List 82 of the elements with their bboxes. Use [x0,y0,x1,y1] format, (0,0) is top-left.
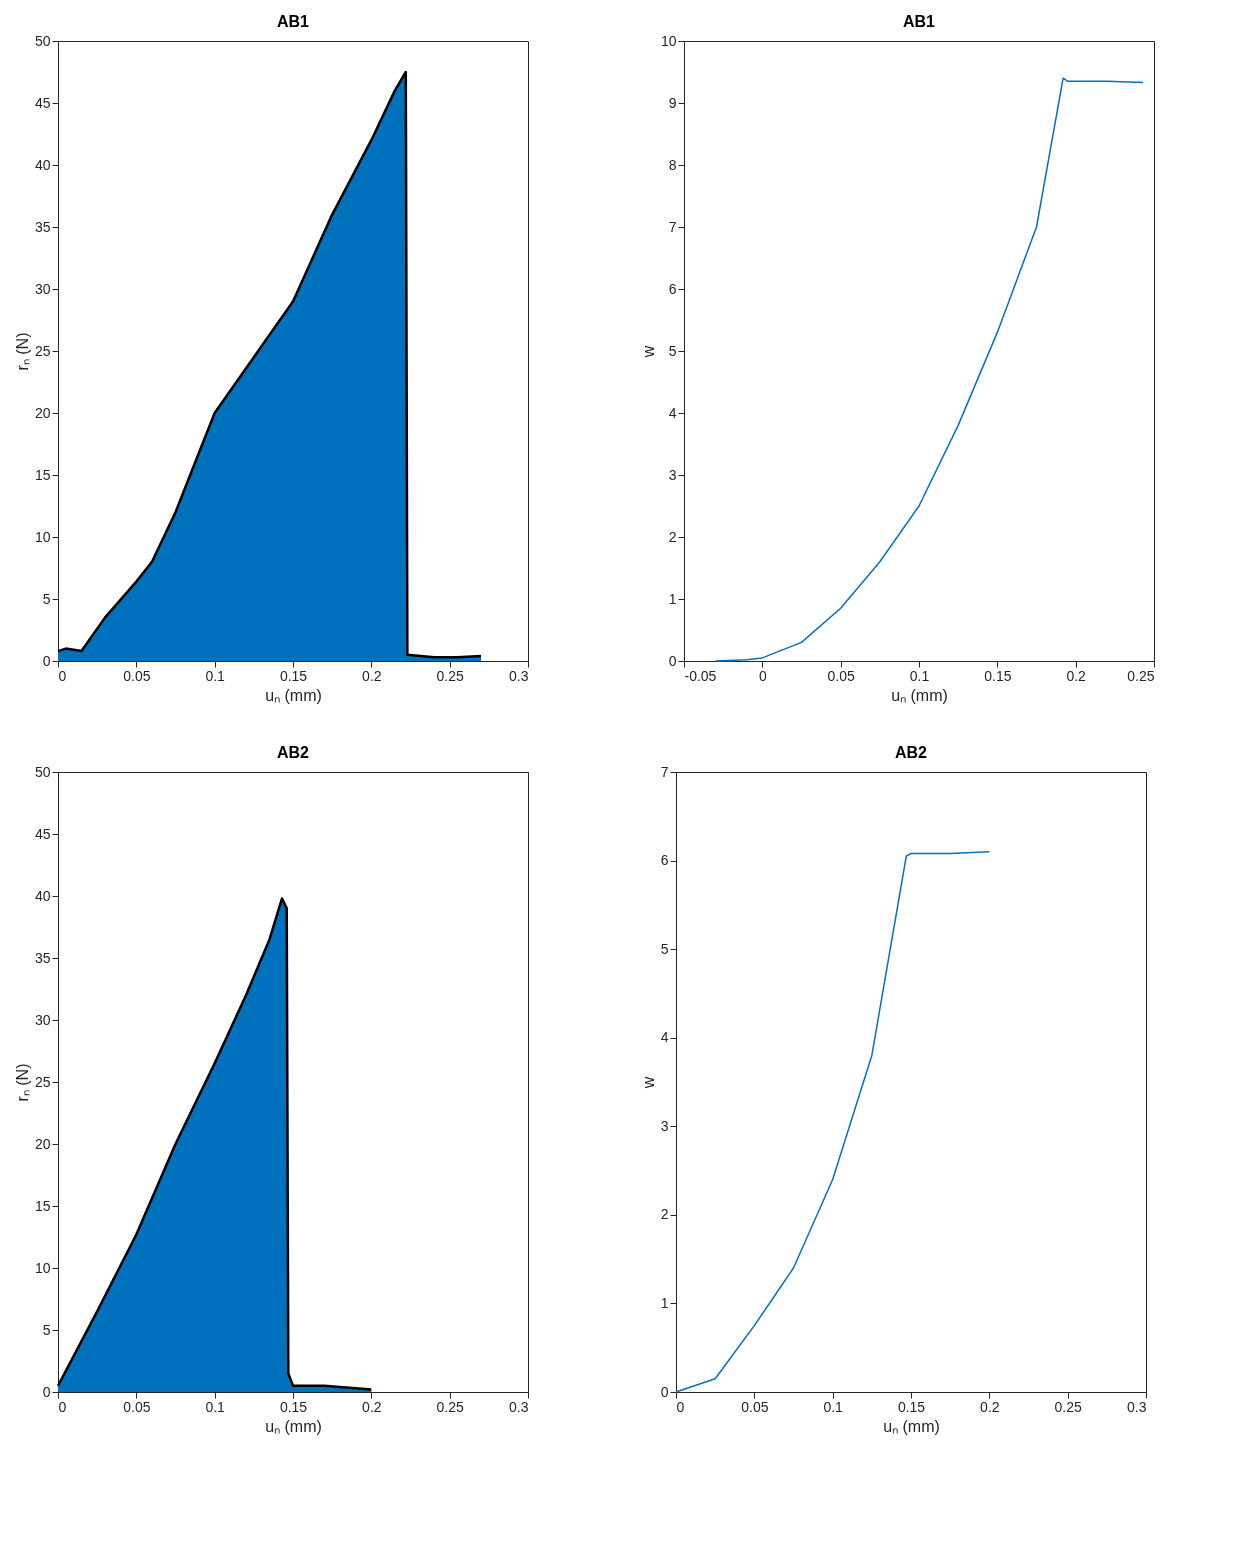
y-tick-label: 10 [34,528,51,545]
y-tick-label: 5 [660,940,669,957]
x-tick-label: 0.2 [362,1398,382,1415]
y-tick-label: 40 [34,156,51,173]
y-tick-label: 50 [34,763,51,780]
x-tick-label: 0.1 [205,667,226,684]
y-tick-label: 20 [34,1135,51,1152]
x-tick-label: 0.2 [362,667,382,684]
y-tick-label: 6 [668,280,677,297]
line-series [714,77,1144,662]
y-tick-label: 8 [668,156,677,173]
x-tick-label: 0.3 [509,667,529,684]
y-tick-label: 3 [668,466,677,483]
x-tick-label: 0.15 [279,1398,308,1415]
x-tick-label: 0.15 [897,1398,926,1415]
x-tick-label: 0.3 [1127,1398,1147,1415]
x-tick-label: 0.25 [1127,667,1155,684]
y-tick-label: 40 [34,887,51,904]
x-tick-label: 0.05 [123,667,151,684]
y-tick-label: 45 [34,825,51,842]
y-tick-label: 30 [34,1011,51,1028]
y-tick-label: 10 [660,32,677,49]
x-tick-label: 0.1 [823,1398,844,1415]
y-tick-label: 5 [668,342,677,359]
y-tick-label: 4 [668,404,677,421]
chart-title: AB2 [276,744,310,761]
y-tick-label: 0 [42,1383,51,1400]
y-tick-label: 0 [668,652,677,669]
y-tick-label: 15 [34,1197,51,1214]
y-tick-label: 4 [660,1029,669,1046]
y-tick-label: 35 [34,949,51,966]
x-tick-label: 0.05 [827,667,855,684]
y-tick-label: 9 [668,94,677,111]
y-tick-label: 6 [660,852,669,869]
y-tick-label: 35 [34,218,51,235]
x-tick-label: 0.25 [436,667,464,684]
y-tick-label: 3 [660,1117,669,1134]
x-tick-label: 0 [58,1398,67,1415]
x-tick-label: 0.15 [279,667,308,684]
y-axis-title: rₙ (N) [13,1063,31,1102]
x-axis-title: uₙ (mm) [883,1417,940,1435]
y-tick-label: 5 [42,590,51,607]
x-tick-label: 0 [758,667,767,684]
y-tick-label: 2 [668,528,677,545]
x-tick-label: 0.1 [909,667,930,684]
y-tick-label: 45 [34,94,51,111]
x-tick-label: 0.2 [980,1398,1000,1415]
y-tick-label: 30 [34,280,51,297]
line-series [675,850,991,1393]
y-tick-label: 50 [34,32,51,49]
x-axis-title: uₙ (mm) [265,686,322,704]
x-tick-label: 0.25 [1054,1398,1082,1415]
y-tick-label: 5 [42,1321,51,1338]
x-tick-label: 0.25 [436,1398,464,1415]
chart-title: AB1 [276,13,310,30]
y-tick-label: 25 [34,342,51,359]
y-tick-label: 2 [660,1206,669,1223]
y-axis-title: rₙ (N) [13,332,31,371]
x-tick-label: 0.05 [123,1398,151,1415]
x-tick-label: 0.15 [984,667,1012,684]
x-tick-label: 0.1 [205,1398,226,1415]
y-tick-label: 0 [660,1383,669,1400]
y-axis-title: w [639,345,657,359]
y-tick-label: 7 [668,218,677,235]
chart-title: AB1 [902,13,936,30]
y-tick-label: 20 [34,404,51,421]
y-tick-label: 0 [42,652,51,669]
y-tick-label: 25 [34,1073,51,1090]
y-axis-title: w [639,1076,657,1090]
y-tick-label: 1 [660,1294,669,1311]
x-tick-label: 0.3 [509,1398,529,1415]
x-axis-title: uₙ (mm) [265,1417,322,1435]
y-tick-label: 15 [34,466,51,483]
x-tick-label: 0 [58,667,67,684]
y-tick-label: 7 [660,763,669,780]
x-tick-label: 0.2 [1066,667,1087,684]
chart-title: AB2 [894,744,928,761]
y-tick-label: 1 [668,590,677,607]
x-axis-title: uₙ (mm) [891,686,948,704]
y-tick-label: 10 [34,1259,51,1276]
x-tick-label: -0.05 [684,667,717,684]
x-tick-label: 0.05 [741,1398,769,1415]
